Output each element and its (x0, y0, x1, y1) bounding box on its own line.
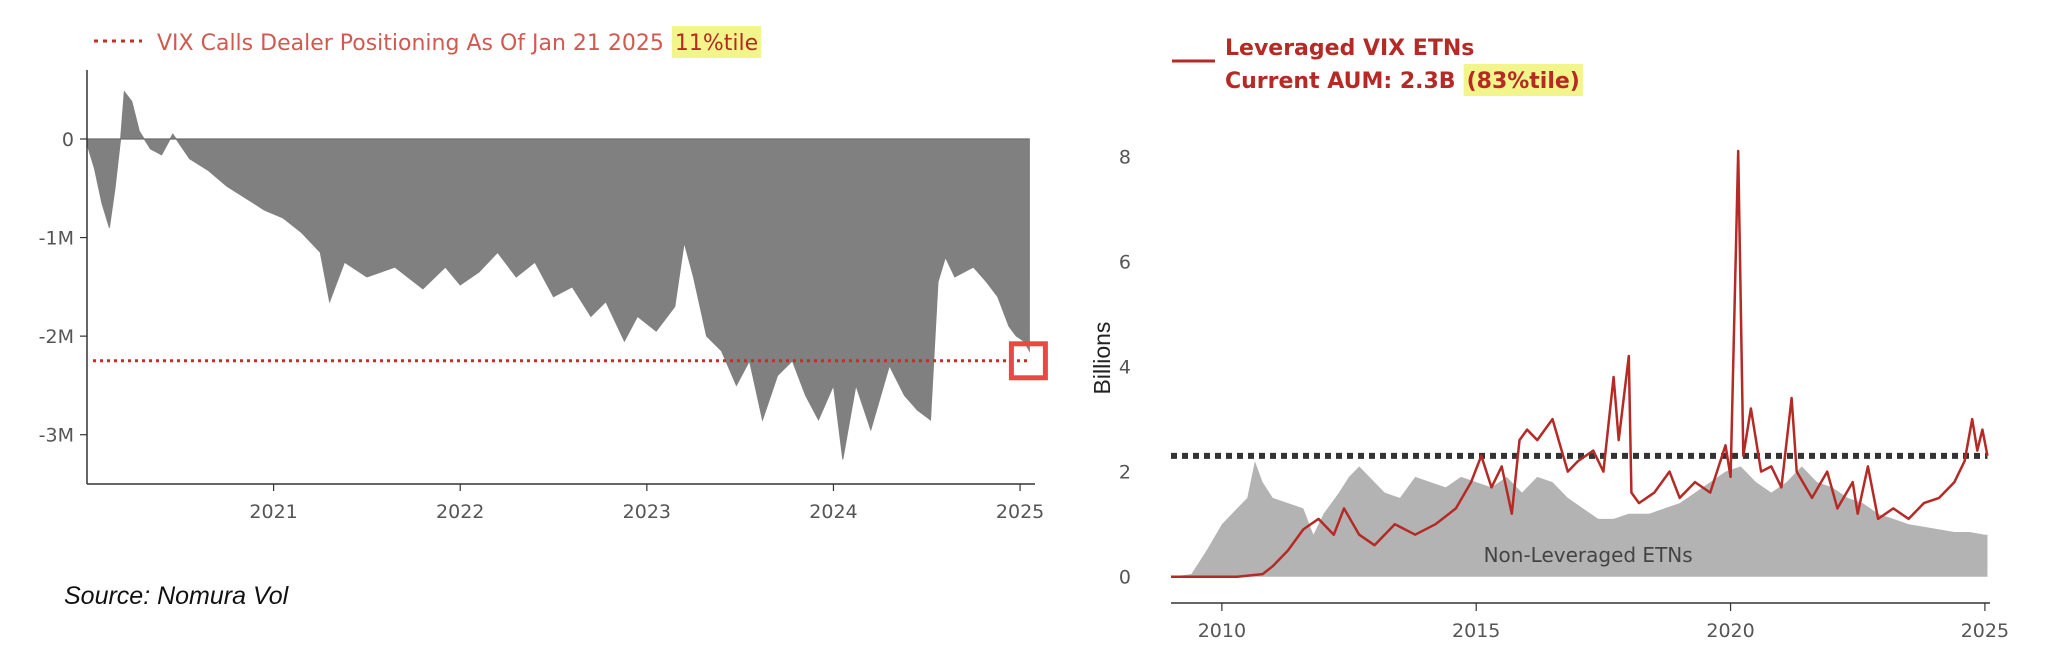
right-x-tick-label: 2015 (1452, 620, 1500, 642)
right-legend-label-2: Current AUM: 2.3B (1225, 69, 1456, 94)
right-plot-area: Non-Leveraged ETNs 0 2 4 6 8 2010 2015 2020 2025 (1119, 146, 2009, 642)
right-legend-label-1: Leveraged VIX ETNs (1225, 36, 1474, 61)
left-y-tick-label: 0 (62, 129, 74, 151)
right-x-tick-label: 2020 (1706, 620, 1754, 642)
right-x-tick-label: 2010 (1198, 620, 1246, 642)
left-x-tick-label: 2023 (623, 501, 671, 523)
right-chart-panel: Leveraged VIX ETNs Current AUM: 2.3B (83… (1080, 0, 2056, 656)
right-legend: Leveraged VIX ETNs Current AUM: 2.3B (83… (1172, 36, 1583, 96)
right-legend-highlight-bg (1463, 64, 1583, 96)
left-chart-panel: VIX Calls Dealer Positioning As Of Jan 2… (39, 26, 1048, 523)
leveraged-etn-line (1171, 149, 1989, 578)
left-y-tick-label: -2M (39, 326, 74, 348)
non-leveraged-label: Non-Leveraged ETNs (1484, 543, 1693, 567)
right-legend-highlight: (83%tile) (1467, 69, 1580, 94)
left-legend-highlight-bg (671, 26, 762, 58)
left-chart: VIX Calls Dealer Positioning As Of Jan 2… (39, 26, 1048, 523)
left-legend-label: VIX Calls Dealer Positioning As Of Jan 2… (157, 31, 664, 56)
non-leveraged-area (1171, 461, 1988, 577)
dealer-positioning-area (86, 90, 1030, 460)
current-position-marker (1008, 341, 1048, 381)
right-x-tick-label: 2025 (1961, 620, 2009, 642)
left-x-tick-label: 2021 (249, 501, 297, 523)
right-y-tick-label: 4 (1119, 357, 1131, 379)
left-x-tick-label: 2022 (436, 501, 484, 523)
right-y-tick-label: 6 (1119, 251, 1131, 273)
left-x-tick-label: 2025 (996, 501, 1044, 523)
right-y-tick-label: 0 (1119, 567, 1131, 589)
right-y-tick-label: 8 (1119, 146, 1131, 168)
left-y-tick-label: -1M (39, 228, 74, 250)
left-y-tick-label: -3M (39, 425, 74, 447)
left-x-tick-label: 2024 (809, 501, 857, 523)
right-chart: Leveraged VIX ETNs Current AUM: 2.3B (83… (1089, 36, 2009, 642)
left-legend-highlight: 11%tile (675, 31, 758, 56)
left-plot-area: 0 -1M -2M -3M 2021 2022 2023 2024 2025 (39, 70, 1048, 523)
left-legend: VIX Calls Dealer Positioning As Of Jan 2… (94, 26, 762, 58)
right-y-axis-label: Billions (1089, 322, 1115, 395)
right-y-tick-label: 2 (1119, 462, 1131, 484)
source-note: Source: Nomura Vol (64, 582, 289, 610)
